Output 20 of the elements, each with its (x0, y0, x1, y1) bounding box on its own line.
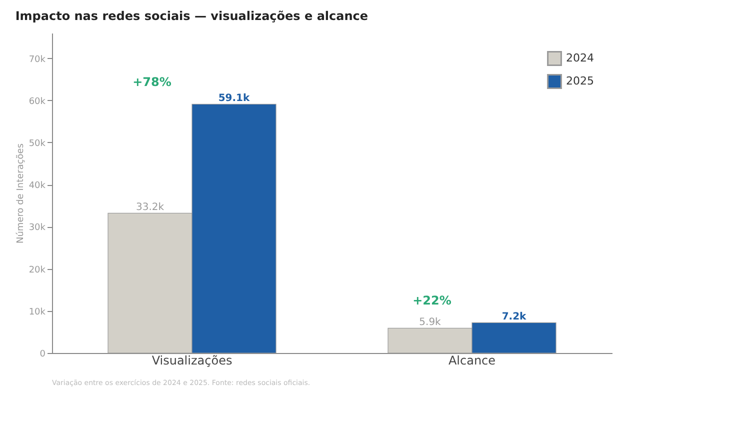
data-label: 7.2k (502, 312, 527, 323)
annotation: +22% (412, 294, 452, 308)
y-tick-label: 30k (28, 223, 46, 234)
y-tick-label: 10k (28, 307, 46, 318)
x-tick-label: Alcance (448, 354, 496, 368)
y-tick-label: 60k (28, 96, 46, 107)
x-tick-label: Visualizações (152, 354, 232, 368)
y-tick-label: 20k (28, 265, 46, 276)
y-axis-title: Número de Interações (14, 143, 26, 244)
chart-title: Impacto nas redes sociais — visualizações e alcance (15, 9, 368, 23)
legend-label: 2024 (566, 52, 594, 64)
annotation: +78% (132, 75, 172, 90)
data-label: 59.1k (218, 93, 250, 104)
data-label: 5.9k (419, 317, 442, 328)
data-label: 33.2k (136, 202, 164, 214)
y-tick-label: 0 (40, 350, 46, 360)
legend-label: 2025 (566, 74, 594, 88)
y-tick-label: 40k (28, 181, 46, 192)
y-tick-label: 70k (28, 54, 46, 65)
y-tick-label: 50k (28, 138, 46, 149)
